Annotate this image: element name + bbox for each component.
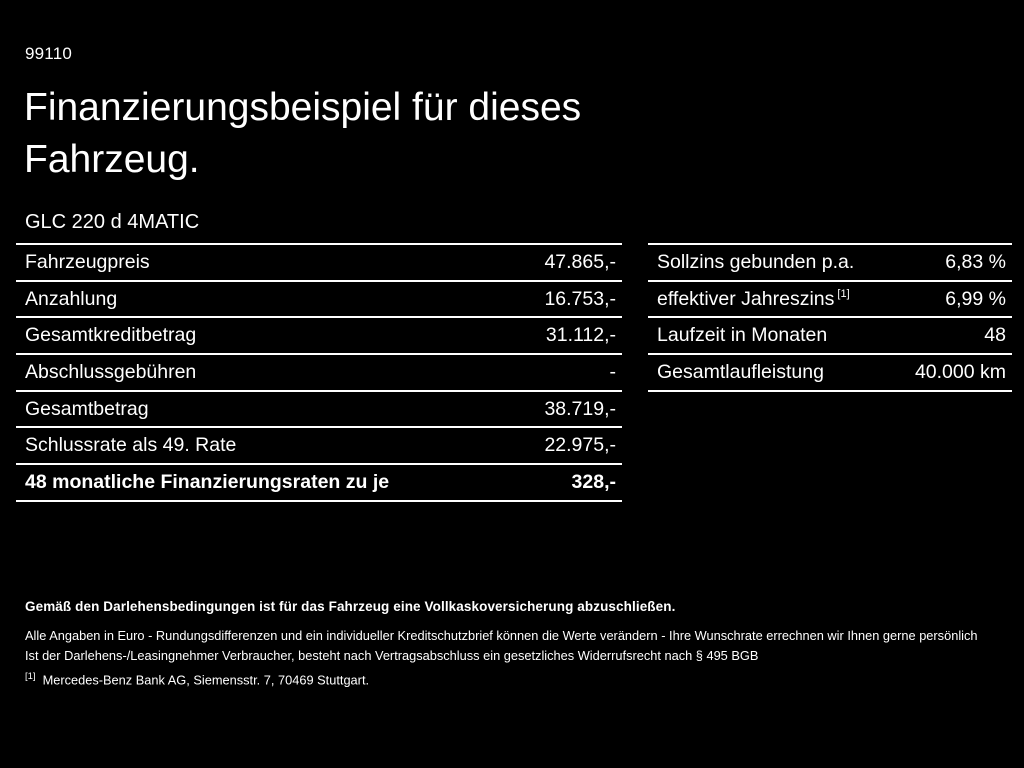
page-title: Finanzierungsbeispiel für dieses Fahrzeu… [24,86,582,181]
row-label: Sollzins gebunden p.a. [657,250,855,273]
row-value: 6,83 % [945,250,1006,273]
table-row-fahrzeugpreis: Fahrzeugpreis 47.865,- [16,243,622,280]
insurance-note: Gemäß den Darlehensbedingungen ist für d… [25,599,676,614]
table-row-laufzeit: Laufzeit in Monaten 48 [648,316,1012,353]
table-row-abschlussgebuehren: Abschlussgebühren - [16,353,622,390]
row-label: 48 monatliche Finanzierungsraten zu je [25,470,390,493]
table-row-anzahlung: Anzahlung 16.753,- [16,279,622,317]
row-label: Fahrzeugpreis [25,250,150,273]
model-name: GLC 220 d 4MATIC [25,211,200,233]
footnote-marker: [1] [25,671,36,682]
table-row-sollzins: Sollzins gebunden p.a. 6,83 % [648,243,1012,280]
financing-table: Fahrzeugpreis 47.865,- Anzahlung 16.753,… [16,243,622,502]
conditions-table: Sollzins gebunden p.a. 6,83 % effektiver… [648,243,1012,392]
disclaimer-line-2: Ist der Darlehens-/Leasingnehmer Verbrau… [25,648,759,663]
row-label: Laufzeit in Monaten [657,324,828,347]
footnote-text: Mercedes-Benz Bank AG, Siemensstr. 7, 70… [42,672,370,688]
row-value: 31.112,- [545,324,616,347]
row-value: - [609,360,617,383]
vehicle-code: 99110 [25,44,73,63]
row-value: 38.719,- [544,397,616,420]
disclaimer-line-1: Alle Angaben in Euro - Rundungsdifferenz… [25,628,978,643]
footnote: [1] Mercedes-Benz Bank AG, Siemensstr. 7,… [25,671,369,687]
row-label: Gesamtkreditbetrag [25,324,197,347]
row-value: 47.865,- [544,250,616,273]
table-row-gesamtkreditbetrag: Gesamtkreditbetrag 31.112,- [16,316,622,353]
row-label: effektiver Jahreszins [1] [657,287,850,310]
row-value: 6,99 % [945,287,1006,310]
table-row-effektiver-jahreszins: effektiver Jahreszins [1] 6,99 % [648,279,1012,317]
row-label: Gesamtlaufleistung [657,360,824,383]
row-value: 48 [984,324,1006,347]
footnote-reference: [1] [837,288,850,301]
row-label: Gesamtbetrag [25,397,149,420]
row-value: 328,- [571,470,616,493]
row-value: 16.753,- [544,287,616,310]
table-row-schlussrate: Schlussrate als 49. Rate 22.975,- [16,426,622,463]
table-row-gesamtlaufleistung: Gesamtlaufleistung 40.000 km [648,353,1012,390]
row-label: Abschlussgebühren [25,360,197,383]
row-label: Schlussrate als 49. Rate [25,434,237,457]
row-value: 22.975,- [544,434,616,457]
table-row-monatsrate: 48 monatliche Finanzierungsraten zu je 3… [16,463,622,500]
row-label: Anzahlung [25,287,118,310]
row-value: 40.000 km [914,360,1006,383]
table-row-gesamtbetrag: Gesamtbetrag 38.719,- [16,389,622,427]
